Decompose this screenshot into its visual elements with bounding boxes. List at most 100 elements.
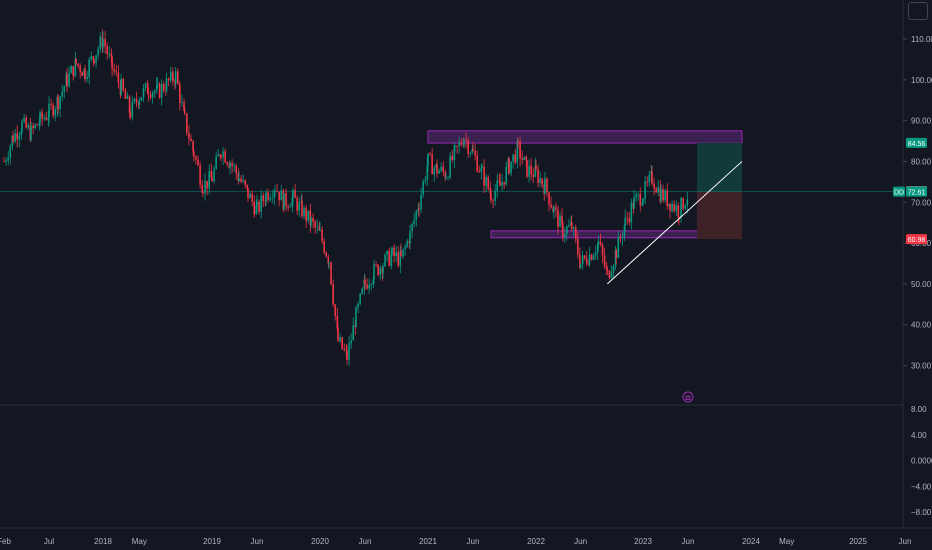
candle-body bbox=[608, 270, 611, 278]
candle-body bbox=[110, 53, 113, 57]
candle-body bbox=[323, 241, 325, 253]
lower-y-tick-label: 0.0000 bbox=[911, 457, 932, 466]
candle-body bbox=[258, 201, 260, 212]
candle-body bbox=[224, 151, 226, 163]
candle-body bbox=[386, 251, 388, 255]
candle-body bbox=[222, 151, 224, 158]
candle-body bbox=[660, 189, 662, 202]
candle-body bbox=[510, 161, 512, 174]
candle-body bbox=[445, 178, 447, 179]
candle-body bbox=[186, 113, 188, 133]
candle-body bbox=[492, 200, 494, 202]
dividend-marker bbox=[682, 391, 694, 403]
candle-body bbox=[553, 207, 555, 213]
candle-body bbox=[375, 264, 377, 266]
candle-body bbox=[642, 199, 644, 204]
candle-body bbox=[294, 189, 296, 198]
dividend-glyph: ⚖ bbox=[685, 394, 691, 402]
candle-body bbox=[606, 269, 609, 271]
candle-body bbox=[167, 78, 170, 81]
price-label: 72.61 bbox=[908, 190, 926, 197]
candle-body bbox=[108, 53, 111, 55]
candle-body bbox=[39, 112, 41, 124]
candle-body bbox=[23, 117, 25, 122]
candle-body bbox=[548, 192, 550, 205]
candle-body bbox=[242, 180, 244, 182]
candle-body bbox=[499, 180, 501, 186]
lower-y-tick-label: −8.00 bbox=[911, 508, 932, 517]
candle-body bbox=[662, 189, 664, 201]
candle-body bbox=[399, 251, 402, 266]
candle-body bbox=[471, 149, 474, 153]
x-tick-label: Jun bbox=[682, 537, 695, 546]
candle-body bbox=[199, 165, 201, 186]
settings-button[interactable] bbox=[908, 2, 928, 20]
candle-body bbox=[605, 266, 608, 270]
candle-body bbox=[539, 178, 541, 183]
candle-body bbox=[235, 165, 238, 174]
candle-body bbox=[165, 78, 168, 91]
candle-body bbox=[231, 163, 233, 166]
candle-body bbox=[680, 198, 682, 219]
candle-body bbox=[41, 112, 43, 119]
candle-body bbox=[283, 193, 285, 210]
candle-body bbox=[418, 208, 420, 210]
x-tick-label: May bbox=[132, 537, 147, 546]
candle-body bbox=[325, 252, 328, 257]
candle-body bbox=[169, 71, 172, 81]
candle-body bbox=[111, 56, 113, 69]
x-tick-label: 2019 bbox=[203, 537, 221, 546]
candle-body bbox=[34, 124, 36, 129]
candle-body bbox=[415, 211, 418, 220]
candle-body bbox=[117, 72, 120, 83]
candle-body bbox=[30, 125, 32, 140]
candle-body bbox=[303, 207, 305, 217]
candle-body bbox=[431, 154, 433, 175]
candle-body bbox=[70, 66, 72, 74]
candle-body bbox=[106, 46, 108, 54]
candle-body bbox=[669, 203, 671, 211]
candle-body bbox=[453, 145, 456, 161]
candle-body bbox=[310, 217, 312, 226]
candle-body bbox=[557, 209, 559, 228]
target-zone bbox=[697, 142, 742, 192]
candle-body bbox=[59, 96, 61, 110]
candle-body bbox=[50, 103, 52, 106]
candle-body bbox=[285, 193, 287, 207]
candle-body bbox=[525, 156, 528, 161]
candle-body bbox=[639, 193, 642, 206]
candle-body bbox=[498, 180, 501, 182]
candle-body bbox=[467, 140, 469, 154]
candle-body bbox=[237, 173, 240, 181]
candle-body bbox=[391, 247, 393, 255]
candle-body bbox=[122, 78, 125, 91]
lower-y-tick-label: 4.00 bbox=[911, 431, 927, 440]
x-tick-label: Jun bbox=[899, 537, 912, 546]
candle-body bbox=[592, 255, 595, 260]
candle-body bbox=[594, 252, 597, 256]
y-tick-label: 110.00 bbox=[911, 35, 932, 44]
candle-body bbox=[146, 83, 149, 94]
candle-body bbox=[454, 145, 456, 147]
candle-body bbox=[289, 206, 292, 208]
x-tick-label: Feb bbox=[0, 537, 11, 546]
candle-body bbox=[328, 262, 330, 264]
candle-body bbox=[156, 84, 158, 91]
x-tick-label: May bbox=[779, 537, 794, 546]
candle-body bbox=[624, 217, 626, 226]
candle-body bbox=[12, 135, 14, 142]
candle-body bbox=[465, 139, 467, 141]
x-tick-label: 2025 bbox=[849, 537, 867, 546]
candle-body bbox=[149, 94, 152, 98]
trendline bbox=[606, 161, 743, 285]
candle-body bbox=[120, 78, 122, 95]
candle-body bbox=[45, 117, 48, 120]
candle-body bbox=[512, 154, 514, 162]
candle-body bbox=[63, 86, 66, 92]
candle-body bbox=[503, 181, 505, 185]
candle-body bbox=[550, 204, 552, 208]
x-tick-label: 2022 bbox=[527, 537, 545, 546]
candle-body bbox=[429, 153, 431, 155]
candle-body bbox=[262, 195, 265, 201]
